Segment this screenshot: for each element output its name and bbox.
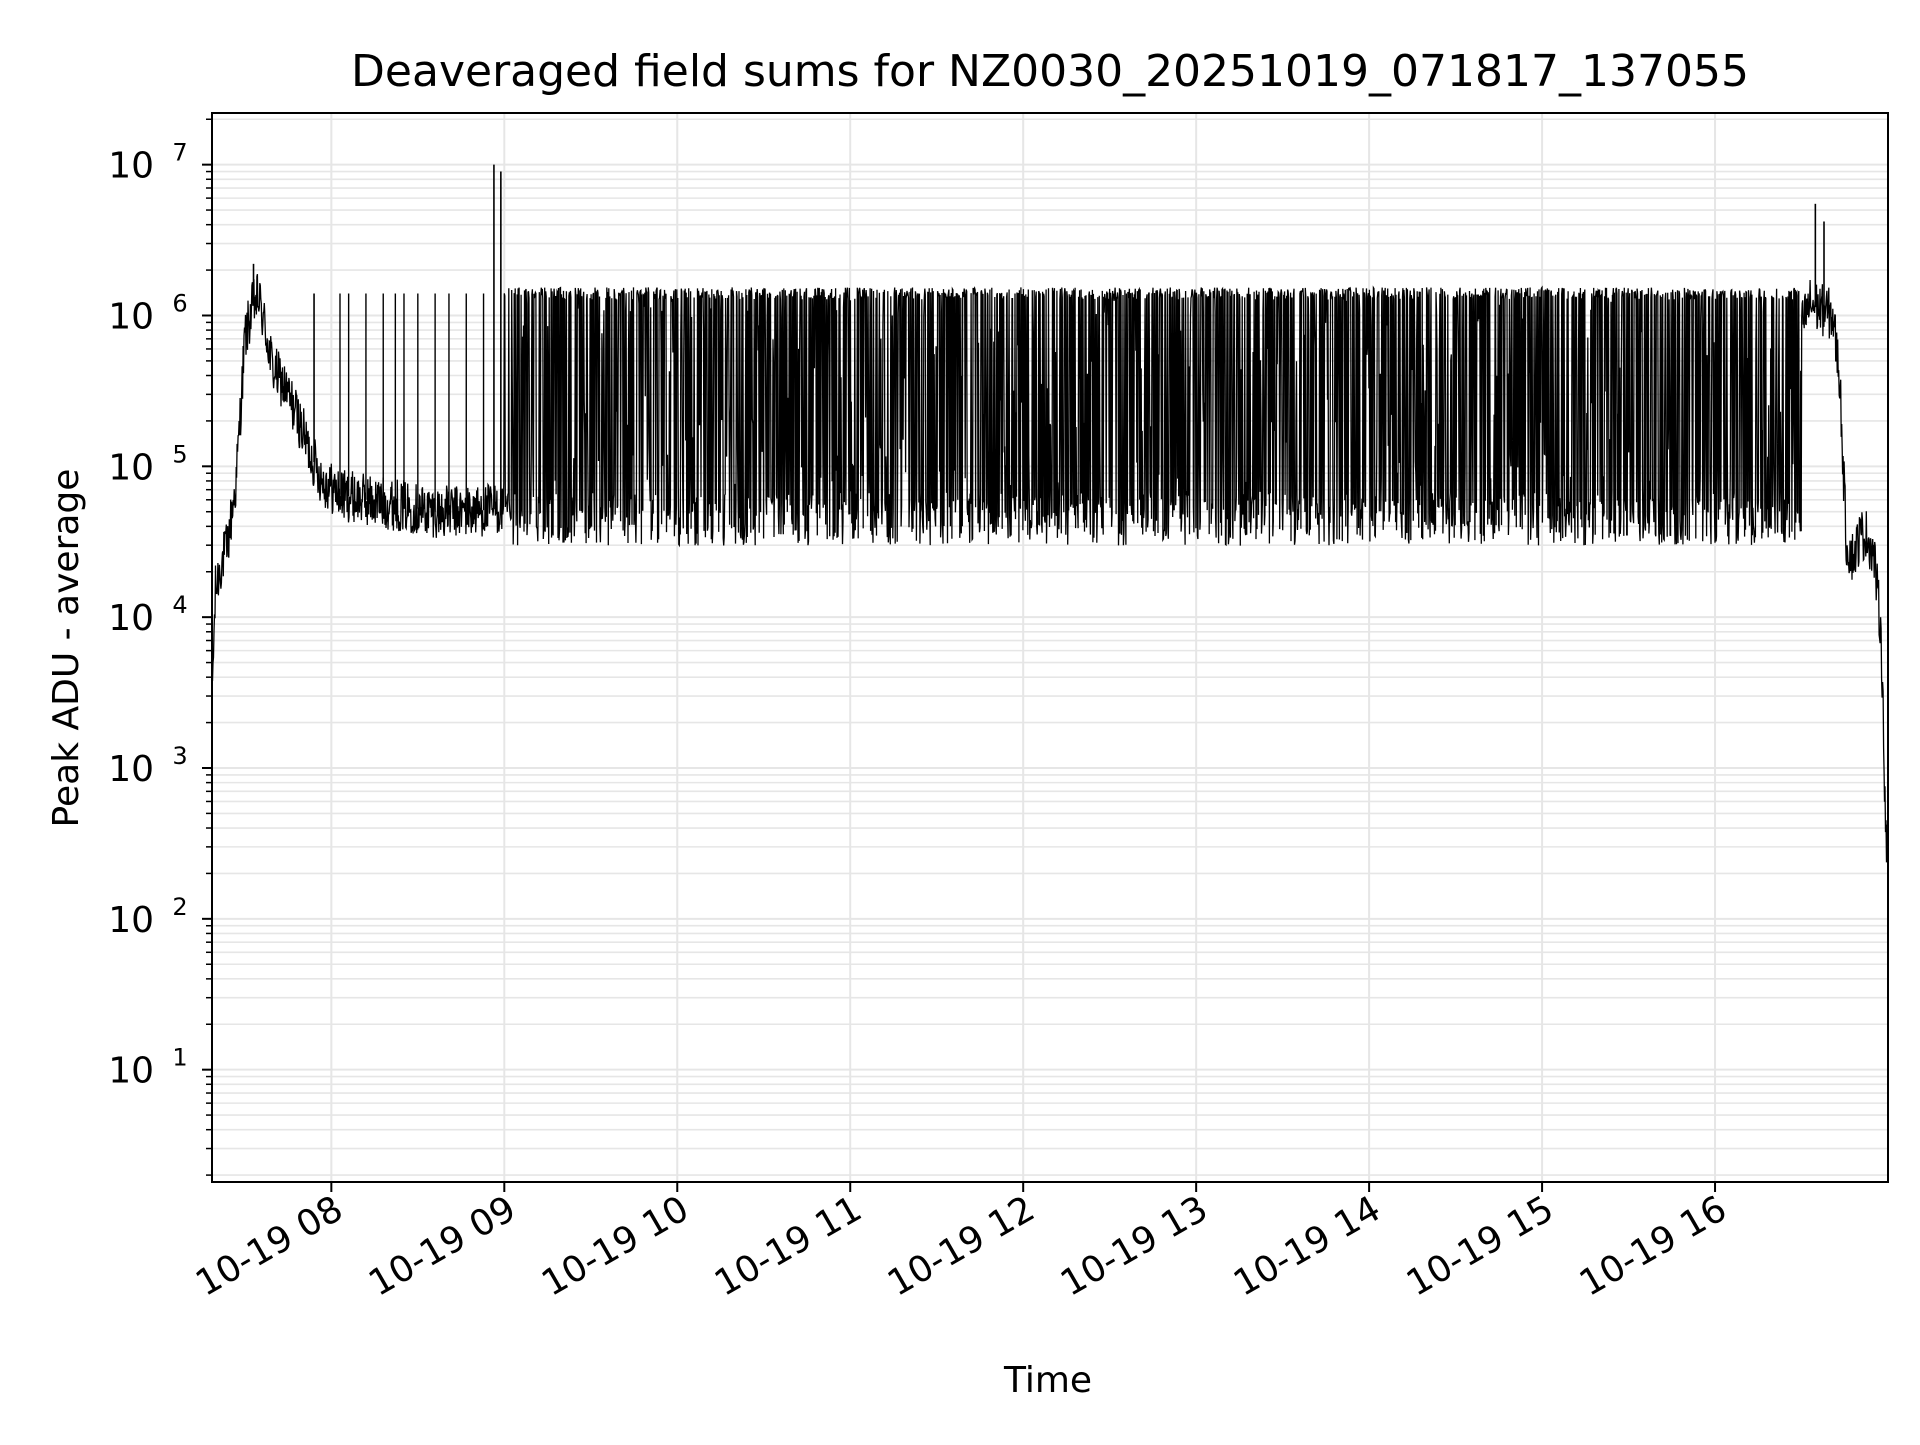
- grid-layer: [212, 113, 1888, 1182]
- y-tick-label: 10: [108, 1051, 154, 1092]
- y-tick-base: 10: [108, 749, 154, 790]
- y-tick-exponent: 6: [172, 289, 187, 317]
- series-layer: [211, 164, 1889, 863]
- chart-title: Deaveraged field sums for NZ0030_2025101…: [351, 46, 1749, 97]
- plot-frame: [211, 112, 1889, 1183]
- y-tick-label: 10: [108, 749, 154, 790]
- y-tick-base: 10: [108, 296, 154, 337]
- y-tick-base: 10: [108, 447, 154, 488]
- y-tick-label: 10: [108, 296, 154, 337]
- y-tick-exponent: 1: [172, 1044, 187, 1072]
- y-tick-exponent: 2: [172, 893, 187, 921]
- y-tick-exponent: 5: [172, 440, 187, 468]
- y-tick-label: 10: [108, 900, 154, 941]
- y-tick-label: 10: [108, 146, 154, 187]
- y-tick-exponent: 3: [172, 742, 187, 770]
- y-tick-exponent: 4: [172, 591, 187, 619]
- series-line: [211, 273, 1889, 863]
- y-tick-base: 10: [108, 1051, 154, 1092]
- y-tick-base: 10: [108, 146, 154, 187]
- x-axis-label: Time: [1003, 1360, 1092, 1401]
- y-tick-label: 10: [108, 598, 154, 639]
- y-axis-label: Peak ADU - average: [46, 469, 87, 828]
- y-tick-base: 10: [108, 900, 154, 941]
- tick-layer: [202, 118, 1717, 1192]
- y-tick-exponent: 7: [172, 139, 187, 167]
- y-tick-base: 10: [108, 598, 154, 639]
- y-tick-label: 10: [108, 447, 154, 488]
